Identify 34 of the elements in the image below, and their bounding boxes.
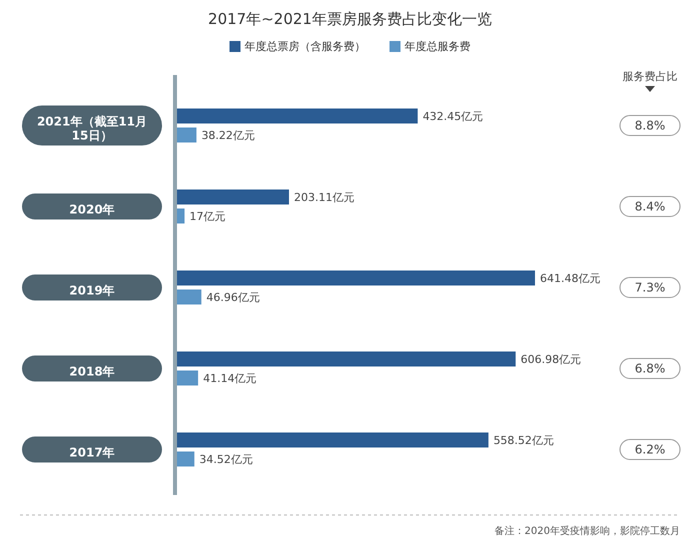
- data-label: 41.14亿元: [203, 372, 257, 385]
- bar: [175, 452, 194, 466]
- bar: [175, 190, 289, 204]
- data-label: 38.22亿元: [201, 129, 255, 142]
- y-tick-label: 2019年: [69, 284, 115, 298]
- data-label: 432.45亿元: [422, 110, 484, 123]
- y-tick-label: 2017年: [69, 446, 115, 460]
- text: 7.3%: [634, 280, 666, 294]
- bar: [175, 290, 202, 304]
- data-label: 46.96亿元: [206, 291, 260, 304]
- bar: [175, 128, 196, 142]
- text: 服务费占比: [622, 70, 678, 83]
- legend-label: 年度总服务费: [404, 40, 470, 53]
- data-label: 641.48亿元: [540, 272, 600, 285]
- text: 6.8%: [634, 362, 666, 376]
- data-label: 34.52亿元: [199, 453, 253, 466]
- y-tick-label: 2020年: [69, 202, 115, 216]
- legend-label: 年度总票房（含服务费）: [244, 40, 366, 53]
- text: 8.8%: [634, 118, 666, 132]
- text: 备注：2020年受疫情影响，影院停工数月: [494, 525, 680, 537]
- text: 6.2%: [634, 442, 666, 456]
- text: 8.4%: [634, 200, 666, 214]
- data-label: 203.11亿元: [294, 191, 354, 204]
- data-label: 558.52亿元: [493, 434, 554, 447]
- y-tick-label: 2018年: [69, 364, 115, 378]
- bar: [175, 270, 535, 286]
- bar: [175, 108, 418, 124]
- data-label: 606.98亿元: [520, 353, 582, 366]
- data-label: 17亿元: [190, 210, 226, 223]
- bar: [175, 370, 198, 386]
- bar: [175, 432, 488, 448]
- bar: [175, 352, 516, 366]
- chart-title: 2017年~2021年票房服务费占比变化一览: [208, 10, 492, 28]
- y-tick-label: 2021年（截至11月15日）: [36, 114, 148, 142]
